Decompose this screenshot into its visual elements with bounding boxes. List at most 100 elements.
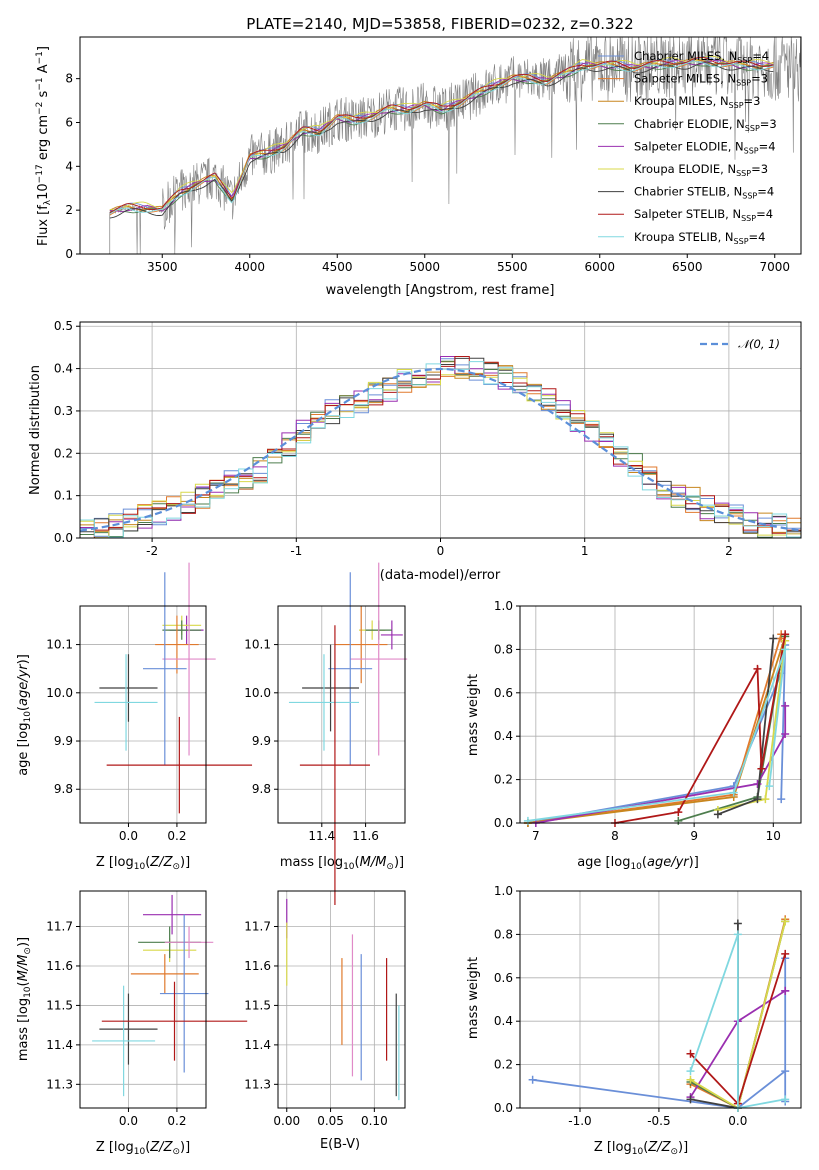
residual-histogram bbox=[80, 368, 801, 539]
x-tick-label: 3500 bbox=[147, 260, 178, 274]
weight-marker bbox=[729, 788, 738, 797]
weight-line bbox=[689, 934, 786, 1110]
spectrum-frame bbox=[79, 36, 802, 255]
weight-line bbox=[535, 705, 787, 824]
gaussian-reference-line bbox=[79, 367, 802, 532]
y-tick-label: 0.2 bbox=[494, 773, 513, 787]
y-tick-label: 0 bbox=[65, 247, 73, 261]
y-tick-label: 10.0 bbox=[46, 686, 73, 700]
x-tick-label: 7000 bbox=[759, 260, 790, 274]
residual-histogram bbox=[80, 361, 801, 538]
age-mass-frame bbox=[277, 605, 406, 824]
weight-marker bbox=[781, 701, 790, 710]
weight-marker bbox=[781, 1067, 790, 1076]
y-tick-label: 11.4 bbox=[46, 1038, 73, 1052]
y-tick-label: 0.6 bbox=[494, 686, 513, 700]
age-z-xlabel: Z [log10(Z/Z⊙)] bbox=[96, 855, 190, 872]
weight-marker bbox=[769, 634, 778, 643]
weight-line bbox=[527, 633, 783, 824]
x-tick-label: 4500 bbox=[322, 260, 353, 274]
weight-marker bbox=[765, 782, 774, 791]
x-tick-label: -1 bbox=[290, 544, 302, 558]
weight-line bbox=[527, 644, 787, 824]
weight-marker bbox=[686, 1095, 695, 1104]
x-tick-label: 0.0 bbox=[119, 829, 138, 843]
legend-entry: Chabrier STELIB, NSSP=4 bbox=[634, 185, 774, 201]
x-tick-label: -1.0 bbox=[568, 1114, 591, 1128]
legend-entry: Kroupa STELIB, NSSP=4 bbox=[634, 230, 765, 246]
x-tick-label: 0.05 bbox=[317, 1114, 344, 1128]
y-tick-label: 11.3 bbox=[244, 1077, 271, 1091]
weight-marker bbox=[674, 808, 683, 817]
age-mass-axes: 11.4 11.6 9.8 9.9 10.0 10.1 bbox=[244, 562, 408, 905]
weight-age-frame bbox=[519, 605, 802, 824]
y-tick-label: 9.8 bbox=[252, 782, 271, 796]
age-z-frame bbox=[79, 605, 207, 824]
weight-marker bbox=[753, 795, 762, 804]
y-tick-label: 11.5 bbox=[46, 998, 73, 1012]
x-tick-label: 5500 bbox=[497, 260, 528, 274]
weight-z-frame bbox=[519, 890, 802, 1109]
y-tick-label: 0.6 bbox=[494, 971, 513, 985]
weight-marker bbox=[733, 930, 742, 939]
y-tick-label: 0.8 bbox=[494, 642, 513, 656]
y-tick-label: 11.4 bbox=[244, 1038, 271, 1052]
y-tick-label: 0.2 bbox=[54, 446, 73, 460]
x-tick-label: 0.2 bbox=[167, 829, 186, 843]
x-tick-label: 6500 bbox=[672, 260, 703, 274]
legend-entry: Chabrier ELODIE, NSSP=3 bbox=[634, 117, 777, 133]
weight-line bbox=[527, 636, 787, 824]
weight-marker bbox=[761, 795, 770, 804]
y-tick-label: 10.1 bbox=[244, 638, 271, 652]
weight-marker bbox=[686, 1049, 695, 1058]
x-tick-label: 0.0 bbox=[119, 1114, 138, 1128]
weight-marker bbox=[713, 810, 722, 819]
x-tick-label: 0.10 bbox=[361, 1114, 388, 1128]
y-tick-label: 0.4 bbox=[54, 362, 73, 376]
y-tick-label: 9.9 bbox=[54, 734, 73, 748]
y-tick-label: 0.0 bbox=[494, 816, 513, 830]
age-z-ylabel: age [log10(age/yr)] bbox=[16, 654, 33, 776]
spectrum-model-line bbox=[109, 62, 774, 214]
x-tick-label: 9 bbox=[690, 829, 698, 843]
weight-marker bbox=[757, 764, 766, 773]
weight-marker bbox=[781, 917, 790, 926]
x-tick-label: 7 bbox=[532, 829, 540, 843]
weight-marker bbox=[781, 730, 790, 739]
y-tick-label: 1.0 bbox=[494, 599, 513, 613]
legend-entry: Kroupa MILES, NSSP=3 bbox=[634, 94, 760, 110]
weight-marker bbox=[674, 816, 683, 825]
y-tick-label: 0.5 bbox=[54, 319, 73, 333]
spectrum-model-line bbox=[109, 61, 774, 219]
weight-marker bbox=[781, 645, 790, 654]
weight-marker bbox=[686, 1075, 695, 1084]
y-tick-label: 11.5 bbox=[244, 998, 271, 1012]
x-tick-label: 0.0 bbox=[728, 1114, 747, 1128]
x-tick-label: -0.5 bbox=[647, 1114, 670, 1128]
y-tick-label: 0.3 bbox=[54, 404, 73, 418]
legend-entry: Salpeter ELODIE, NSSP=4 bbox=[634, 139, 776, 155]
x-tick-label: 0.2 bbox=[167, 1114, 186, 1128]
y-tick-label: 11.6 bbox=[46, 959, 73, 973]
mass-ebv-axes: 0.00 0.05 0.10 11.3 11.4 11.5 11.6 11.7 bbox=[244, 891, 405, 1128]
y-tick-label: 9.9 bbox=[252, 734, 271, 748]
y-tick-label: 11.7 bbox=[46, 920, 73, 934]
age-mass-xlabel: mass [log10(M/M⊙)] bbox=[280, 855, 404, 872]
weight-marker bbox=[781, 630, 790, 639]
spectrum-model-line bbox=[109, 61, 774, 215]
legend-entry: Kroupa ELODIE, NSSP=3 bbox=[634, 162, 768, 178]
x-tick-label: 4000 bbox=[234, 260, 265, 274]
x-tick-label: 0 bbox=[437, 544, 445, 558]
spectrum-legend: Chabrier MILES, NSSP=4 Salpeter MILES, NS… bbox=[598, 49, 777, 246]
x-tick-label: 2 bbox=[725, 544, 733, 558]
x-tick-label: 11.4 bbox=[308, 829, 335, 843]
weight-z-axes: -1.0 -0.5 0.0 0.0 0.2 0.4 0.6 0.8 1.0 bbox=[494, 884, 801, 1128]
y-tick-label: 0.2 bbox=[494, 1058, 513, 1072]
y-tick-label: 11.6 bbox=[244, 959, 271, 973]
age-z-axes: 0.0 0.2 9.8 9.9 10.0 10.1 bbox=[46, 562, 253, 843]
y-tick-label: 0.4 bbox=[494, 729, 513, 743]
mass-ebv-frame bbox=[277, 890, 406, 1109]
weight-marker bbox=[777, 795, 786, 804]
y-tick-label: 0.1 bbox=[54, 489, 73, 503]
